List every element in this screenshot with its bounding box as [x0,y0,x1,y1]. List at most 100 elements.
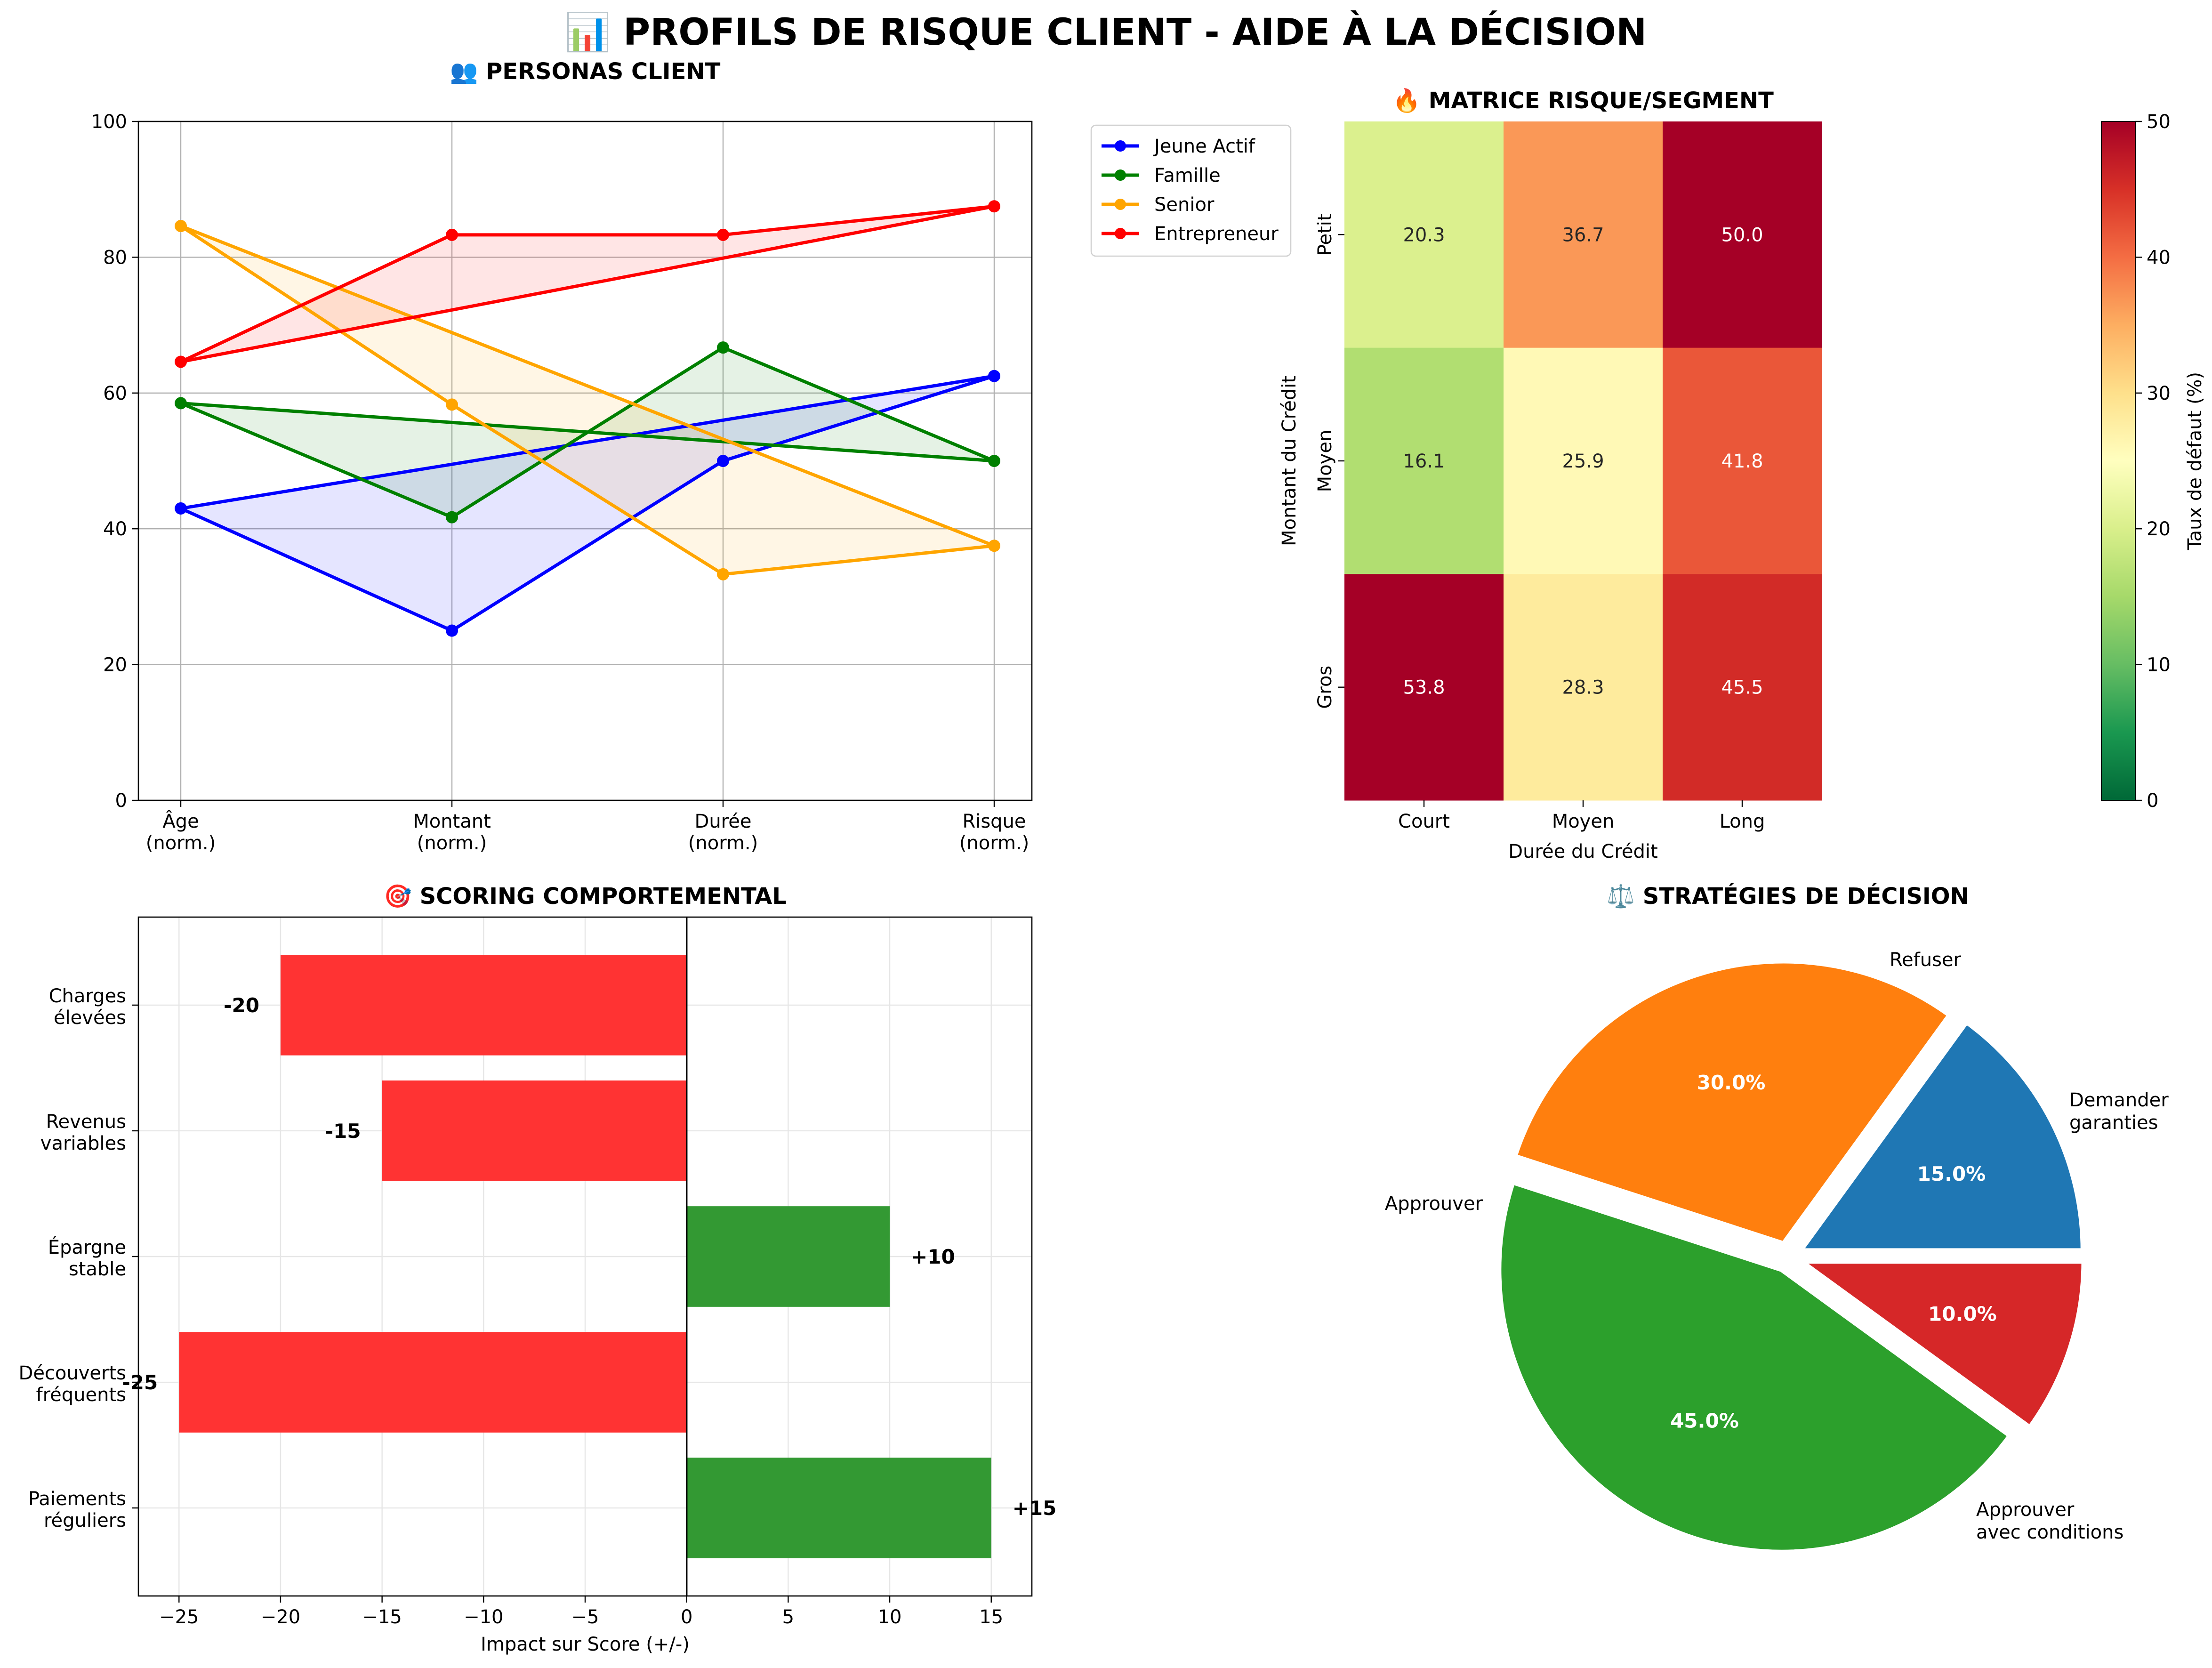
x-tick-label-4: −5 [571,1606,599,1628]
x-tick-label: Long [1720,811,1765,832]
score-bar-3 [179,1332,687,1433]
legend-box [1090,124,1292,257]
score-bar-label-1: -15 [325,1120,361,1143]
behavioral-scoring-bar-chart: 🎯 SCORING COMPORTEMENTAL −25 −20 −15 −10 −5 0 5… [19,883,1057,1655]
score-bar-2 [686,1206,890,1307]
score-bar-label-3: -25 [122,1371,158,1394]
plot-frame [137,916,1033,1597]
y-tick-label: Découverts fréquents [19,1362,126,1406]
x-tick-label-8: 15 [979,1606,1003,1628]
score-bar-label-2: +10 [911,1245,955,1268]
y-tick-label: Petit [1314,213,1336,256]
pie-label-2: Approuver [1385,1193,1483,1215]
y-tick-label: Charges élevées [49,985,126,1029]
data-point-3-2 [717,228,729,241]
data-point-2-3 [988,540,1000,552]
personas-title: 👥 PERSONAS CLIENT [450,58,721,85]
heatmap-ylabel: Montant du Crédit [1279,376,1300,546]
colorbar [2101,121,2136,801]
figure-title: 📊 PROFILS DE RISQUE CLIENT - AIDE À LA D… [565,10,1647,54]
y-tick-label: 100 [91,111,127,133]
heatmap-title: 🔥 MATRICE RISQUE/SEGMENT [1392,88,1774,114]
data-point-0-0 [175,502,187,515]
risk-segment-heatmap: 🔥 MATRICE RISQUE/SEGMENT 20.3 36.7 50.0 16.1… [1279,88,2206,862]
heatmap-value-1-1: 25.9 [1562,451,1604,472]
pie-percent-0: 15.0% [1917,1162,1986,1185]
x-tick-label-0: −25 [159,1606,199,1628]
x-tick-label-7: 10 [878,1606,902,1628]
y-tick-label: Moyen [1314,430,1336,492]
legend-marker-0 [1115,140,1126,152]
heatmap-cell-0-1 [1504,121,1663,348]
colorbar-tick-label: 40 [2147,247,2171,268]
personas-line-chart: 👥 PERSONAS CLIENT 0 20 40 60 80 100 Âge (norm.) M… [91,58,1292,854]
data-point-1-2 [717,341,729,354]
heatmap-value-1-0: 16.1 [1403,451,1445,472]
data-point-0-3 [988,370,1000,382]
heatmap-value-2-1: 28.3 [1562,677,1604,699]
data-point-1-1 [446,511,458,524]
data-point-2-1 [446,398,458,411]
x-tick-label-5: 0 [681,1606,692,1628]
scoring-xlabel: Impact sur Score (+/-) [481,1634,690,1655]
scoring-title: 🎯 SCORING COMPORTEMENTAL [384,883,787,910]
heatmap-cell-1-0 [1344,347,1504,574]
score-bar-0 [280,955,687,1056]
y-tick-label: Épargne stable [48,1236,126,1280]
pie-title: ⚖️ STRATÉGIES DE DÉCISION [1607,883,1969,910]
heatmap-value-0-0: 20.3 [1403,224,1445,246]
x-tick-label-6: 5 [782,1606,794,1628]
legend-label-0: Jeune Actif [1153,136,1255,157]
x-tick-label: Âge (norm.) [146,810,216,854]
legend-marker-2 [1115,199,1126,210]
score-bar-label-0: -20 [224,994,259,1017]
data-point-1-3 [988,455,1000,467]
colorbar-tick-label: 0 [2147,790,2158,812]
pie-label-3: Refuser [1890,949,1961,971]
pie-percent-2: 45.0% [1670,1409,1739,1432]
pie-label-0: Demander garanties [2069,1089,2169,1134]
pie-percent-1: 30.0% [1697,1071,1766,1094]
pie-percent-3: 10.0% [1928,1303,1997,1326]
data-point-3-3 [988,200,1000,213]
legend-label-3: Entrepreneur [1154,223,1279,245]
colorbar-tick-label: 10 [2147,654,2171,676]
x-tick-label: Durée (norm.) [688,811,758,854]
heatmap-cell-1-1 [1504,347,1663,574]
heatmap-value-0-1: 36.7 [1562,224,1604,246]
score-bar-1 [382,1080,687,1181]
legend-marker-3 [1115,228,1126,239]
pie-label-1: Approuver avec conditions [1976,1499,2124,1543]
colorbar-tick-label: 30 [2147,383,2171,404]
heatmap-value-2-2: 45.5 [1721,677,1763,699]
data-point-2-0 [175,220,187,233]
y-tick-label: Gros [1314,666,1336,709]
heatmap-xlabel: Durée du Crédit [1508,841,1657,862]
x-tick-label: Risque (norm.) [959,811,1029,854]
data-point-2-2 [717,568,729,580]
y-tick-label: 40 [103,518,127,540]
series-fill-2 [181,226,994,574]
data-point-1-0 [175,397,187,410]
score-bar-4 [686,1458,991,1558]
heatmap-value-1-2: 41.8 [1721,451,1763,472]
colorbar-tick-label: 20 [2147,518,2171,540]
x-tick-label-2: −15 [362,1606,402,1628]
plot-frame [137,121,1033,801]
x-tick-label-1: −20 [261,1606,300,1628]
heatmap-cell-1-2 [1663,347,1822,574]
y-tick-label: 20 [103,654,127,676]
data-point-3-1 [446,228,458,241]
x-tick-label: Moyen [1552,811,1615,832]
x-tick-label: Montant (norm.) [413,811,491,854]
pie-slice-2 [1496,1180,2012,1555]
y-tick-label: 80 [103,247,127,268]
heatmap-value-0-2: 50.0 [1721,224,1763,246]
score-bar-label-4: +15 [1013,1497,1057,1520]
y-tick-label: 0 [115,790,127,812]
data-point-0-1 [446,624,458,637]
legend-marker-1 [1115,169,1126,181]
pie-slice-1 [1512,959,1952,1246]
decision-strategies-pie-chart: ⚖️ STRATÉGIES DE DÉCISION 15.0% Demander ga… [1385,883,2169,1555]
